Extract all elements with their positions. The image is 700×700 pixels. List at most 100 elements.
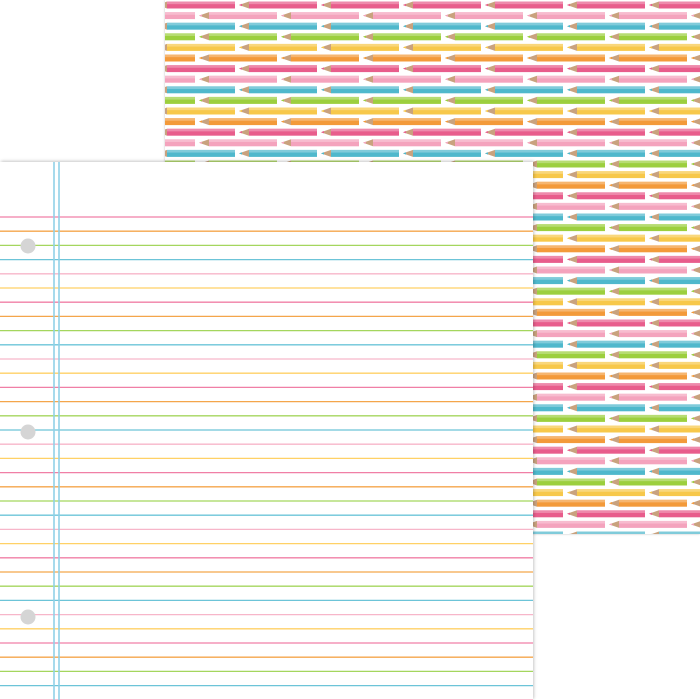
pencil-lead <box>649 67 652 70</box>
pencil-body <box>537 393 605 401</box>
pencil-body <box>291 75 359 83</box>
pencil-highlight <box>249 128 317 132</box>
pencil-highlight <box>577 467 645 471</box>
pencil-highlight <box>291 139 359 142</box>
pencil-tip <box>403 22 413 30</box>
pencil-tip <box>403 1 413 9</box>
pencil-tip <box>569 531 577 534</box>
pencil-tip <box>649 65 659 73</box>
pencil-tip <box>239 107 249 115</box>
pencil-tip <box>609 478 619 486</box>
pencil-body <box>537 96 605 104</box>
pencil-lead <box>691 184 694 187</box>
pencil-body <box>659 128 700 136</box>
pencil-lead <box>445 99 448 102</box>
pencil-body <box>537 139 605 147</box>
pencil-body <box>619 202 687 210</box>
pencil-tip <box>649 277 659 285</box>
pencil-highlight <box>619 139 687 142</box>
pencil-highlight <box>537 54 605 58</box>
pencil-row <box>165 54 700 62</box>
pencil-lead <box>567 385 570 388</box>
pencil-tip <box>609 436 619 444</box>
pencil-highlight <box>291 54 359 58</box>
pencil-body <box>249 86 317 94</box>
pencil-highlight <box>577 298 645 301</box>
pencil-lead <box>527 141 530 144</box>
pencil-tip <box>567 319 577 327</box>
pencil-body <box>373 118 441 126</box>
pencil-tip <box>649 255 659 263</box>
pencil-tip <box>165 65 167 73</box>
pencil-highlight <box>577 86 645 89</box>
pencil-body <box>537 436 605 444</box>
pencil-lead <box>609 141 612 144</box>
pencil-row <box>165 149 700 157</box>
pencil-body <box>577 446 645 454</box>
pencil-body <box>209 12 277 20</box>
pencil-lead <box>649 427 652 431</box>
pencil-tip <box>609 287 619 295</box>
pencil-highlight <box>373 118 441 121</box>
pencil-lead <box>321 3 324 7</box>
pencil-highlight <box>577 234 645 238</box>
pencil-highlight <box>165 118 195 121</box>
pencil-body <box>167 86 235 94</box>
pencil-lead <box>445 35 448 38</box>
pencil-highlight <box>577 65 645 68</box>
pencil-row <box>165 139 700 147</box>
pencil-highlight <box>577 149 645 153</box>
pencil-highlight <box>165 96 195 100</box>
pencil-highlight <box>537 520 605 524</box>
pencil-lead <box>567 173 570 176</box>
pencil-body <box>413 86 481 94</box>
pencil-body <box>291 54 359 62</box>
pencil-body <box>537 160 605 168</box>
pencil-highlight <box>537 330 605 333</box>
pencil-highlight <box>537 393 605 397</box>
pencil-body <box>659 383 700 391</box>
pencil-lead <box>691 35 694 38</box>
pencil-tip <box>281 139 291 147</box>
pencil-lead <box>609 162 612 166</box>
pencil-highlight <box>577 446 645 450</box>
pencil-lead <box>485 46 488 49</box>
pencil-lead <box>691 417 694 420</box>
pencil-tip <box>691 521 700 528</box>
pencil-lead <box>691 141 694 144</box>
pencil-highlight <box>577 1 645 5</box>
pencil-tip <box>239 1 249 9</box>
pencil-highlight <box>577 361 645 365</box>
pencil-body <box>413 43 481 51</box>
pencil-tip <box>165 1 167 9</box>
pencil-tip <box>691 160 700 168</box>
pencil-highlight <box>455 75 523 79</box>
pencil-body <box>249 107 317 115</box>
pencil-body <box>659 22 700 30</box>
pencil-highlight <box>659 128 700 132</box>
pencil-body <box>619 520 687 528</box>
pencil-body <box>619 351 687 359</box>
pencil-lead <box>649 491 652 494</box>
pencil-lead <box>649 215 652 219</box>
pencil-body <box>373 75 441 83</box>
pencil-lead <box>239 152 242 155</box>
pencil-body <box>537 12 605 20</box>
pencil-tip <box>649 1 659 9</box>
pencil-lead <box>567 258 570 261</box>
pencil-highlight <box>537 75 605 79</box>
pencil-body <box>619 224 687 232</box>
pencil-body <box>659 149 700 157</box>
pencil-highlight <box>209 12 277 15</box>
pencil-body <box>209 33 277 41</box>
pencil-body <box>577 171 645 179</box>
pencil-tip <box>567 383 577 391</box>
pencil-tip <box>281 12 291 20</box>
pencil-highlight <box>659 107 700 111</box>
pencil-highlight <box>659 1 700 5</box>
pencil-highlight <box>577 22 645 26</box>
pencil-highlight <box>619 436 687 439</box>
pencil-tip <box>649 510 659 518</box>
pencil-highlight <box>331 22 399 26</box>
pencil-lead <box>403 109 406 113</box>
